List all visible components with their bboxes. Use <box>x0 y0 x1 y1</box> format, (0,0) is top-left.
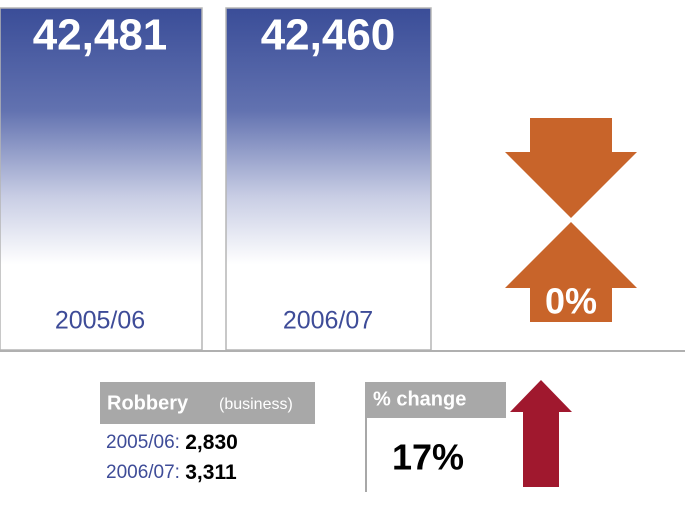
panel-bg <box>0 7 203 351</box>
panel-2006: 42,460 2006/07 <box>225 7 432 351</box>
panel-value: 42,460 <box>261 11 396 60</box>
panel-period: 2005/06 <box>55 307 145 335</box>
pct-header <box>366 382 506 418</box>
up-arrow <box>505 222 637 322</box>
robbery-title: Robbery <box>107 392 189 414</box>
robbery-row: 2006/07: 3,311 <box>106 461 237 484</box>
pct-label: % change <box>373 388 466 410</box>
row-value: 2,830 <box>185 431 238 454</box>
row-value: 3,311 <box>185 461 237 484</box>
change-value: 0% <box>545 281 597 322</box>
panel-value: 42,481 <box>33 11 168 60</box>
no-change-arrows: 0% <box>505 118 637 322</box>
panel-bg <box>225 7 432 351</box>
row-period: 2006/07: <box>106 462 180 483</box>
increase-arrow <box>510 380 572 487</box>
row-period: 2005/06: <box>106 432 180 453</box>
robbery-row: 2005/06: 2,830 <box>106 431 238 454</box>
panel-period: 2006/07 <box>283 307 373 335</box>
robbery-box: Robbery (business) 2005/06: 2,830 2006/0… <box>100 382 315 484</box>
robbery-qualifier: (business) <box>219 396 293 413</box>
pct-value: 17% <box>392 437 464 478</box>
pct-change-box: % change 17% <box>365 382 506 492</box>
robbery-header <box>100 382 315 424</box>
down-arrow <box>505 118 637 218</box>
panel-2005: 42,481 2005/06 <box>0 7 203 351</box>
